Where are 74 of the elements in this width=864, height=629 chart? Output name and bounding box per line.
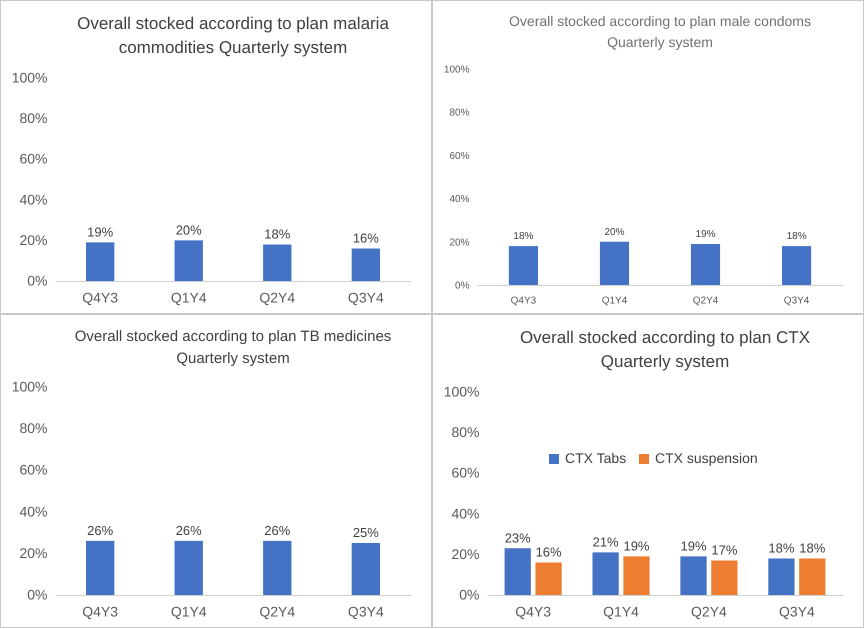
y-tick-label: 40% bbox=[451, 505, 480, 522]
bar bbox=[680, 556, 707, 595]
legend-label: CTX Tabs bbox=[565, 450, 626, 466]
bar bbox=[592, 552, 619, 595]
chart-title: Overall stocked according to plan CTX Quarterly system bbox=[520, 328, 810, 371]
x-tick-label: Q3Y4 bbox=[348, 604, 384, 620]
y-tick-label: 60% bbox=[19, 462, 48, 478]
y-tick-label: 40% bbox=[19, 503, 48, 520]
data-label: 26% bbox=[87, 522, 114, 538]
y-tick-label: 100% bbox=[444, 64, 470, 76]
bar bbox=[623, 556, 650, 595]
legend-label: CTX suspension bbox=[655, 450, 758, 466]
data-label: 19% bbox=[623, 538, 650, 554]
data-label: 20% bbox=[176, 222, 202, 238]
y-tick-label: 80% bbox=[449, 108, 470, 119]
data-label: 19% bbox=[680, 538, 707, 554]
y-tick-label: 100% bbox=[12, 70, 48, 86]
y-tick-label: 0% bbox=[27, 586, 48, 602]
chart-title: Overall stocked according to plan TB medicines Quarterly system bbox=[74, 328, 392, 367]
x-tick-label: Q2Y4 bbox=[692, 296, 719, 306]
chart-title: Overall stocked according to plan malaria commodities Quarterly system bbox=[77, 14, 390, 57]
x-tick-label: Q4Y3 bbox=[82, 604, 118, 620]
y-tick-label: 0% bbox=[459, 586, 480, 602]
x-tick-label: Q3Y4 bbox=[784, 296, 810, 306]
x-tick-label: Q4Y3 bbox=[515, 604, 552, 620]
data-label: 16% bbox=[352, 230, 380, 246]
x-tick-label: Q1Y4 bbox=[170, 604, 207, 620]
y-tick-label: 80% bbox=[19, 420, 48, 436]
y-tick-label: 60% bbox=[19, 150, 48, 167]
data-label: 26% bbox=[176, 522, 202, 538]
y-tick-label: 60% bbox=[449, 150, 470, 162]
x-tick-label: Q2Y4 bbox=[259, 290, 296, 306]
y-tick-label: 60% bbox=[451, 464, 480, 481]
data-label: 18% bbox=[768, 540, 795, 556]
data-label: 16% bbox=[536, 544, 562, 560]
y-tick-label: 40% bbox=[19, 191, 48, 208]
bar bbox=[535, 562, 562, 595]
y-tick-label: 20% bbox=[19, 232, 48, 248]
data-label: 19% bbox=[87, 224, 114, 240]
x-tick-label: Q1Y4 bbox=[602, 296, 628, 306]
data-label: 20% bbox=[604, 226, 625, 238]
data-label: 18% bbox=[799, 540, 826, 556]
bar bbox=[711, 560, 738, 595]
data-label: 18% bbox=[264, 226, 291, 242]
x-tick-label: Q1Y4 bbox=[603, 604, 640, 620]
x-tick-label: Q3Y4 bbox=[348, 290, 384, 306]
y-tick-label: 20% bbox=[451, 546, 480, 562]
y-tick-label: 100% bbox=[12, 378, 48, 394]
data-label: 18% bbox=[786, 231, 807, 242]
y-tick-label: 80% bbox=[451, 424, 480, 440]
y-tick-label: 100% bbox=[444, 384, 480, 400]
data-label: 23% bbox=[504, 530, 532, 546]
data-label: 17% bbox=[711, 542, 738, 558]
data-label: 25% bbox=[352, 525, 380, 540]
y-tick-label: 20% bbox=[19, 544, 48, 561]
bar bbox=[504, 548, 531, 595]
y-tick-label: 0% bbox=[455, 280, 470, 292]
x-tick-label: Q3Y4 bbox=[778, 604, 815, 620]
data-label: 18% bbox=[513, 231, 534, 242]
data-label: 26% bbox=[264, 522, 291, 538]
y-tick-label: 80% bbox=[19, 110, 48, 126]
x-tick-label: Q4Y3 bbox=[82, 290, 118, 306]
bar bbox=[799, 558, 826, 595]
x-tick-label: Q4Y3 bbox=[510, 296, 537, 306]
y-tick-label: 20% bbox=[449, 237, 470, 248]
y-tick-label: 0% bbox=[27, 272, 48, 288]
x-tick-label: Q2Y4 bbox=[259, 604, 296, 620]
x-tick-label: Q1Y4 bbox=[170, 290, 207, 306]
data-label: 19% bbox=[696, 228, 716, 240]
y-tick-label: 40% bbox=[449, 194, 470, 206]
data-label: 21% bbox=[592, 534, 620, 550]
chart-title: Overall stocked according to plan male condoms Quarterly system bbox=[509, 13, 811, 50]
x-tick-label: Q2Y4 bbox=[691, 604, 728, 620]
bar bbox=[768, 558, 795, 595]
